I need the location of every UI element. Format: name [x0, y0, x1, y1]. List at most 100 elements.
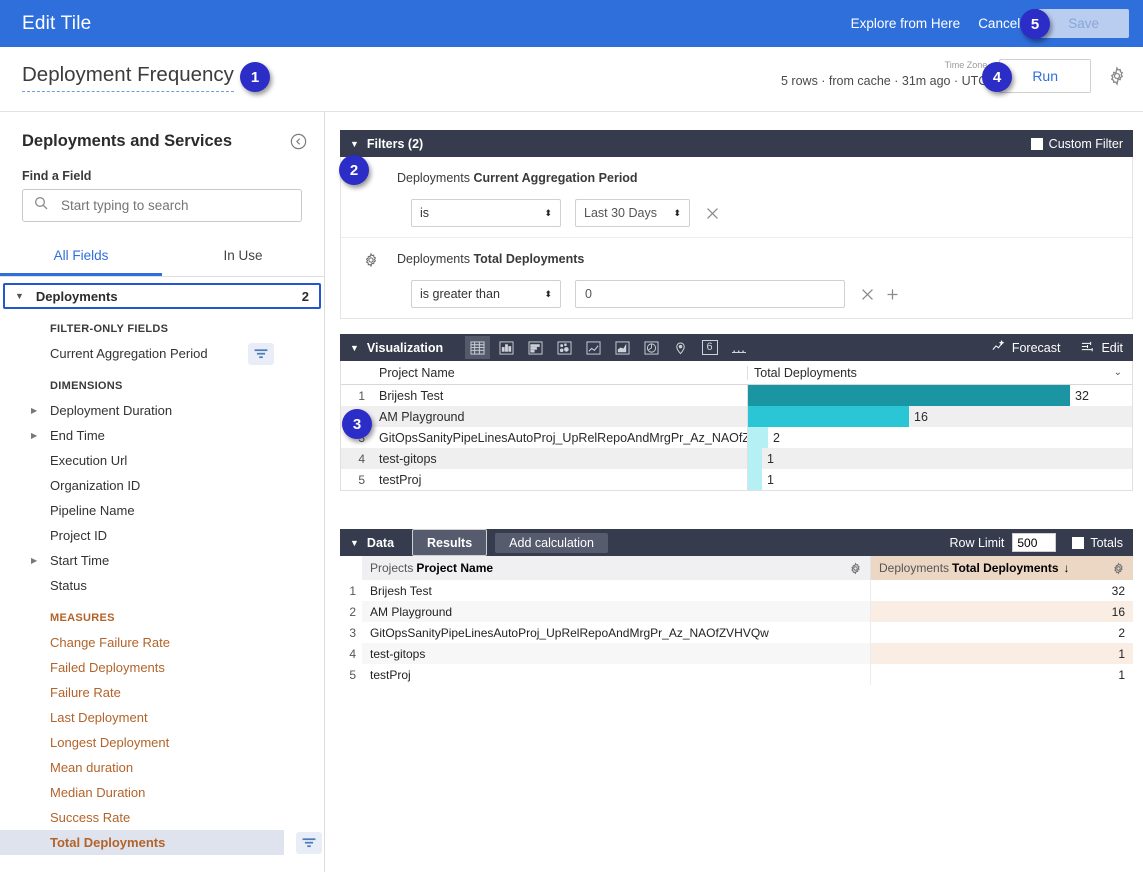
table-row[interactable]: 4 test-gitops 1	[341, 448, 1132, 469]
field-item[interactable]: Project ID	[0, 523, 324, 548]
forecast-button[interactable]: Forecast	[991, 339, 1060, 357]
search-input[interactable]	[59, 197, 291, 214]
remove-filter-button[interactable]	[704, 205, 721, 222]
cancel-link[interactable]: Cancel	[978, 16, 1021, 31]
table-row[interactable]: 1 Brijesh Test 32	[341, 385, 1132, 406]
filter-value-input[interactable]	[575, 280, 845, 308]
results-col-total-deployments-prefix: Deployments	[879, 561, 950, 575]
field-item[interactable]: ▶ Deployment Duration	[0, 398, 324, 423]
chevron-down-icon[interactable]: ▼	[350, 537, 359, 548]
field-filter-icon[interactable]	[248, 342, 274, 365]
field-item[interactable]: Failure Rate	[0, 680, 324, 705]
field-item[interactable]: Success Rate	[0, 805, 324, 830]
filter-value-select[interactable]: Last 30 Days ⬍	[575, 199, 690, 227]
tab-results[interactable]: Results	[412, 529, 488, 556]
table-row[interactable]: 4 test-gitops 1	[340, 643, 1133, 664]
visualization-header[interactable]: ▼ Visualization 6… Forecast	[340, 334, 1133, 361]
field-item[interactable]: Failed Deployments	[0, 655, 324, 680]
field-label: Status	[50, 578, 87, 593]
scatter-plot-icon[interactable]	[552, 336, 577, 359]
table-row[interactable]: 5 testProj 1	[340, 664, 1133, 685]
field-item[interactable]: Current Aggregation Period	[0, 341, 324, 366]
field-label: Project ID	[50, 528, 108, 543]
run-button[interactable]: Run	[999, 59, 1091, 93]
custom-filter-checkbox[interactable]	[1030, 137, 1043, 150]
filter-settings-gear-icon[interactable]	[363, 252, 379, 268]
edit-visualization-button[interactable]: Edit	[1080, 339, 1123, 357]
settings-gear-icon[interactable]	[1103, 64, 1131, 88]
field-item[interactable]: Change Failure Rate	[0, 630, 324, 655]
viz-col-total-deployments[interactable]: Total Deployments ⌄	[748, 366, 1132, 380]
field-filter-icon[interactable]	[296, 831, 322, 854]
field-item[interactable]: Median Duration	[0, 780, 324, 805]
filter-value: Last 30 Days	[584, 206, 657, 220]
table-row[interactable]: 3GitOpsSanityPipeLinesAutoProj_UpRelRepo…	[341, 427, 1132, 448]
pie-chart-icon[interactable]	[639, 336, 664, 359]
area-chart-icon[interactable]	[610, 336, 635, 359]
data-header-right: Row Limit Totals	[949, 533, 1123, 552]
value-label: 32	[1075, 388, 1089, 403]
field-label: Last Deployment	[50, 710, 148, 725]
table-row[interactable]: 1 Brijesh Test 32	[340, 580, 1133, 601]
field-item[interactable]: Mean duration	[0, 755, 324, 780]
field-section-label: FILTER-ONLY FIELDS	[50, 323, 169, 335]
callout-badge: 5	[1020, 9, 1050, 39]
tab-all-fields[interactable]: All Fields	[0, 248, 162, 276]
line-chart-icon[interactable]	[581, 336, 606, 359]
field-item[interactable]: Pipeline Name	[0, 498, 324, 523]
chevron-right-icon[interactable]: ▶	[31, 406, 38, 415]
results-column-headers: Projects Project Name Deployments Total …	[340, 556, 1133, 580]
bar-chart-icon[interactable]	[523, 336, 548, 359]
filter-operator-select[interactable]: is ⬍	[411, 199, 561, 227]
explore-from-here-link[interactable]: Explore from Here	[850, 16, 961, 31]
field-item[interactable]: Total Deployments	[0, 830, 322, 855]
chevron-right-icon[interactable]: ▶	[31, 431, 38, 440]
filter-operator-select[interactable]: is greater than ⬍	[411, 280, 561, 308]
table-row[interactable]: 5 testProj 1	[341, 469, 1132, 490]
totals-checkbox[interactable]	[1072, 536, 1085, 549]
add-calculation-button[interactable]: Add calculation	[495, 532, 608, 553]
map-pin-icon[interactable]	[668, 336, 693, 359]
viz-col-project-name[interactable]: Project Name	[373, 365, 748, 380]
chevron-down-icon[interactable]: ⌄	[1113, 366, 1122, 378]
save-button[interactable]: Save	[1038, 9, 1129, 38]
column-settings-gear-icon[interactable]	[1112, 561, 1125, 575]
totals-toggle[interactable]: Totals	[1072, 536, 1123, 550]
field-item[interactable]: Longest Deployment	[0, 730, 324, 755]
explore-name: Deployments and Services	[22, 132, 233, 150]
results-col-total-deployments-label: Total Deployments	[952, 561, 1059, 575]
filters-header[interactable]: ▼ Filters (2) Custom Filter	[340, 130, 1133, 157]
data-header-label[interactable]: Data	[366, 535, 395, 550]
tile-name-input[interactable]: Deployment Frequency	[22, 63, 234, 92]
visualization-actions: Forecast Edit	[991, 339, 1123, 357]
add-filter-button[interactable]	[884, 286, 901, 303]
cell-total-deployments: 16	[871, 601, 1133, 622]
results-col-total-deployments[interactable]: Deployments Total Deployments ↓	[871, 556, 1133, 580]
row-index: 5	[358, 472, 365, 487]
column-chart-icon[interactable]	[494, 336, 519, 359]
row-limit-input[interactable]	[1012, 533, 1057, 552]
more-options-icon[interactable]: …	[731, 338, 746, 355]
table-icon[interactable]	[465, 336, 491, 359]
field-item[interactable]: Execution Url	[0, 448, 324, 473]
field-item[interactable]: Organization ID	[0, 473, 324, 498]
field-item[interactable]: ▶ Start Time	[0, 548, 324, 573]
sort-descending-icon[interactable]: ↓	[1063, 561, 1070, 575]
collapse-panel-icon[interactable]	[289, 132, 308, 151]
column-settings-gear-icon[interactable]	[849, 561, 862, 575]
field-item[interactable]: ▶ End Time	[0, 423, 324, 448]
field-item[interactable]: Status	[0, 573, 324, 598]
row-index: 1	[358, 388, 365, 403]
field-search-box[interactable]	[22, 189, 302, 222]
chevron-right-icon[interactable]: ▶	[31, 556, 38, 565]
field-item[interactable]: Last Deployment	[0, 705, 324, 730]
single-value-icon[interactable]: 6	[697, 336, 722, 359]
results-col-project-name[interactable]: Projects Project Name	[362, 556, 871, 580]
remove-filter-button[interactable]	[859, 286, 876, 303]
custom-filter-toggle[interactable]: Custom Filter	[1030, 137, 1123, 151]
view-group-deployments[interactable]: ▼ Deployments 2	[3, 283, 321, 309]
tab-in-use[interactable]: In Use	[223, 248, 263, 263]
